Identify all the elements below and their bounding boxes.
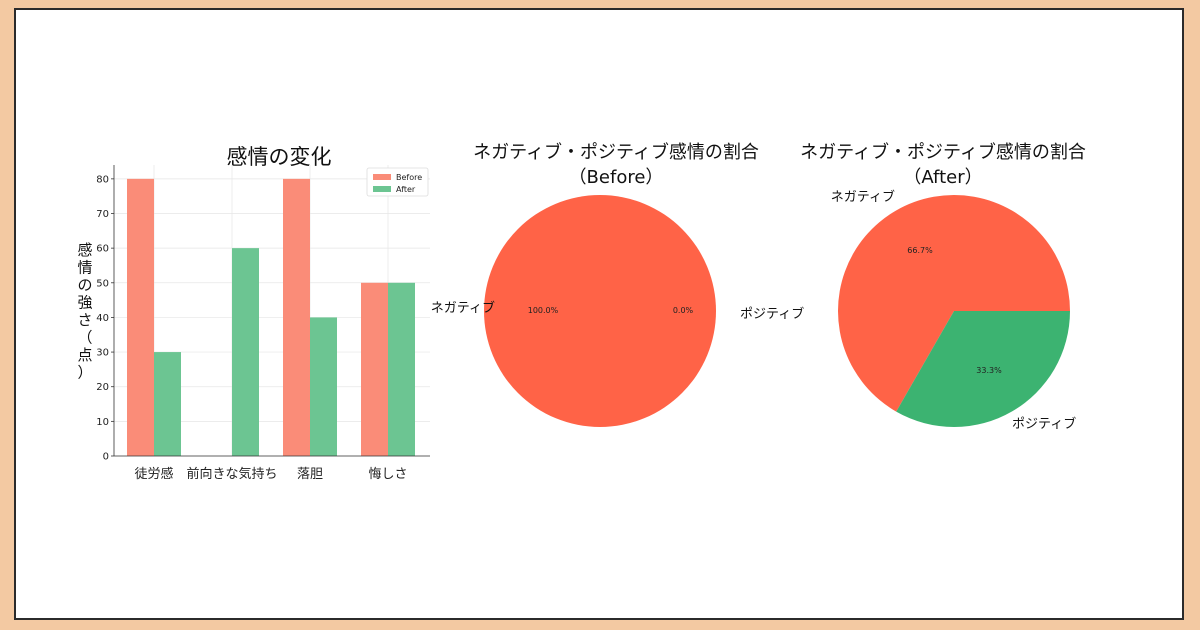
legend-label: After [396, 185, 416, 194]
y-axis-label-char: ） [77, 364, 92, 382]
y-tick-label: 10 [96, 417, 109, 428]
bar-axes [111, 165, 430, 457]
y-tick-label: 50 [96, 278, 109, 289]
bar-chart-title: 感情の変化 [227, 145, 332, 169]
bar-before [361, 282, 388, 456]
y-tick-label: 40 [96, 313, 109, 324]
legend-swatch [373, 186, 391, 192]
bar-legend: Before After [366, 167, 429, 197]
pie-label: ネガティブ [431, 300, 495, 316]
pie-label: ポジティブ [1012, 416, 1076, 432]
pie-after-title-line2: （After） [903, 167, 982, 188]
pie-before-slices: ネガティブ ポジティブ 100.0% 0.0% [431, 195, 804, 427]
pie-label: ポジティブ [740, 306, 804, 322]
y-tick-label: 70 [96, 209, 109, 220]
y-axis-label-char: 情 [77, 259, 92, 277]
y-tick-labels: 0 10 20 30 40 50 60 70 80 [96, 174, 109, 462]
legend-label: Before [396, 173, 422, 182]
y-axis-label-char: 点 [77, 346, 92, 364]
bar-after [310, 317, 337, 456]
pie-label: ネガティブ [831, 189, 895, 205]
pie-slice [896, 311, 1070, 428]
y-tick-label: 60 [96, 244, 109, 255]
pie-chart-before: ネガティブ・ポジティブ感情の割合 （Before） ネガティブ ポジティブ 100.… [431, 141, 804, 427]
y-tick-label: 0 [103, 452, 109, 463]
pie-percent-label: 100.0% [528, 306, 559, 315]
y-tick-label: 80 [96, 174, 109, 185]
pie-percent-label: 66.7% [907, 246, 933, 255]
y-tick-label: 20 [96, 382, 109, 393]
x-tick-label: 悔しさ [368, 467, 407, 482]
y-axis-label-char: 感 [77, 241, 92, 259]
y-tick-label: 30 [96, 348, 109, 359]
y-axis-label-char: 強 [77, 294, 92, 312]
pie-percent-label: 33.3% [976, 366, 1002, 375]
pie-slice [837, 195, 1070, 412]
pie-percent-label: 0.0% [673, 306, 694, 315]
x-tick-labels: 徒労感 前向きな気持ち 落胆 悔しさ [134, 466, 407, 482]
bar-before [283, 178, 310, 456]
pie-after-title-line1: ネガティブ・ポジティブ感情の割合 [800, 141, 1086, 163]
x-tick-label: 落胆 [297, 467, 323, 482]
bar-after [388, 282, 415, 456]
x-tick-label: 前向きな気持ち [186, 466, 277, 482]
bar-marks [127, 178, 415, 456]
pie-before-title-line2: （Before） [569, 167, 664, 188]
pie-before-title-line1: ネガティブ・ポジティブ感情の割合 [473, 141, 759, 163]
pie-slice [484, 195, 716, 427]
legend-swatch [373, 174, 391, 180]
bar-after [154, 352, 181, 456]
y-axis-label-char: （ [77, 329, 92, 347]
y-axis-label-char: の [77, 276, 92, 294]
bar-after [232, 248, 259, 456]
y-axis-label-char: さ [77, 311, 92, 329]
x-tick-label: 徒労感 [134, 466, 173, 482]
bar-before [127, 178, 154, 456]
